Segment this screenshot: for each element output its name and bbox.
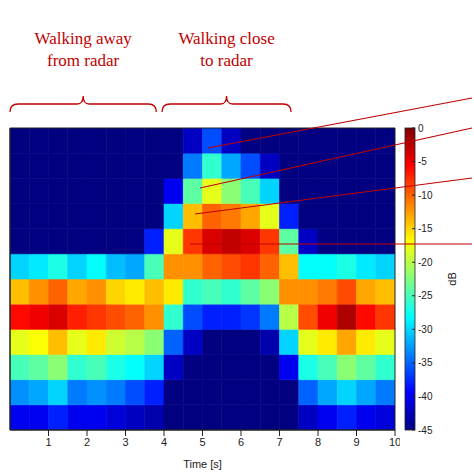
svg-text:-15: -15 [418,223,433,234]
svg-text:3: 3 [122,436,128,448]
svg-text:-45: -45 [418,425,433,436]
svg-text:4: 4 [161,436,167,448]
svg-text:1: 1 [45,436,51,448]
html-text:from radar: from radar [47,51,120,70]
svg-text:-40: -40 [418,391,433,402]
svg-text:-10: -10 [418,190,433,201]
svg-text:-30: -30 [418,324,433,335]
html-text:Walking close: Walking close [178,29,275,48]
svg-text:5: 5 [199,436,205,448]
svg-text:0: 0 [418,123,424,134]
svg-text:Time [s]: Time [s] [183,458,222,470]
svg-text:-35: -35 [418,357,433,368]
svg-text:2: 2 [84,436,90,448]
svg-text:-20: -20 [418,257,433,268]
html-text:Walking away: Walking away [34,29,132,48]
svg-text:10: 10 [389,436,400,448]
svg-text:9: 9 [353,436,359,448]
svg-text:-5: -5 [418,156,427,167]
html-text:to radar: to radar [200,51,253,70]
svg-text:8: 8 [315,436,321,448]
svg-text:7: 7 [276,436,282,448]
svg-text:-25: -25 [418,290,433,301]
svg-text:dB: dB [446,272,458,285]
svg-text:6: 6 [238,436,244,448]
